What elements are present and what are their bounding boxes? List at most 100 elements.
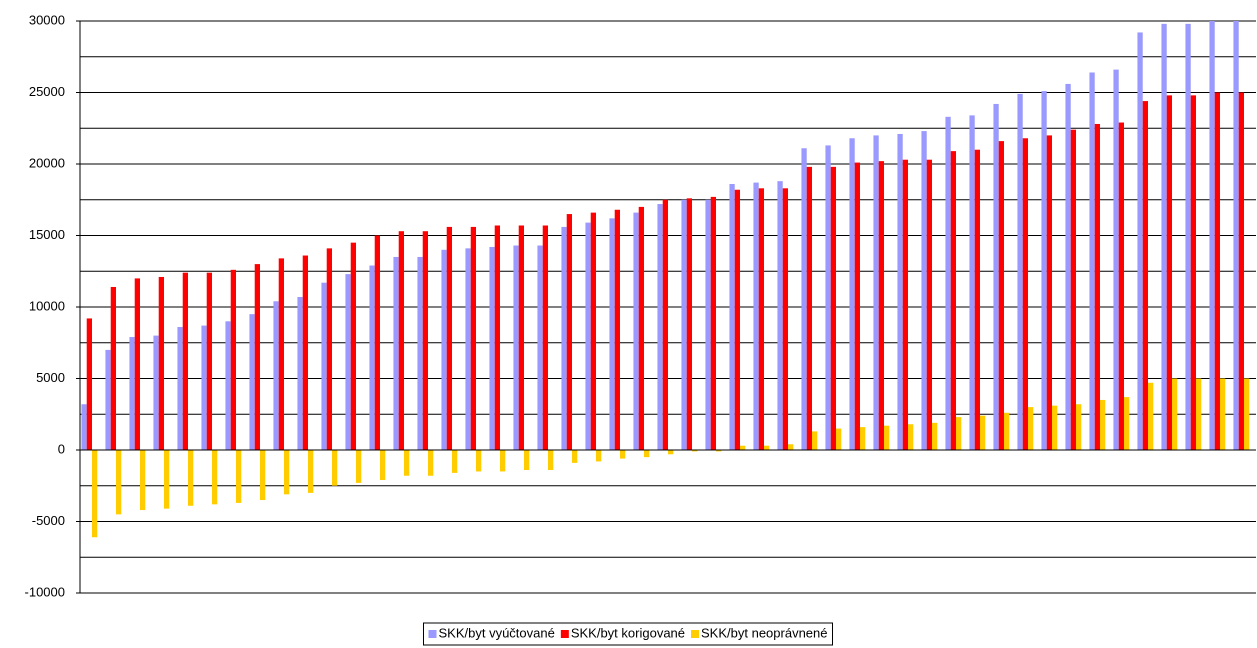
bar bbox=[705, 199, 711, 450]
bar bbox=[926, 159, 932, 450]
bar bbox=[561, 226, 567, 450]
bar bbox=[428, 450, 434, 476]
bar bbox=[812, 431, 818, 450]
bar bbox=[806, 166, 812, 451]
bar bbox=[1148, 382, 1154, 450]
bar bbox=[524, 450, 530, 471]
bar bbox=[236, 450, 242, 503]
bar bbox=[393, 256, 399, 450]
bar bbox=[921, 131, 927, 451]
bar bbox=[81, 404, 87, 450]
bar bbox=[297, 296, 303, 450]
bar bbox=[801, 148, 807, 450]
bar bbox=[188, 450, 194, 506]
bar bbox=[1028, 407, 1034, 450]
bar bbox=[873, 135, 879, 450]
bar bbox=[614, 209, 620, 450]
bar bbox=[1041, 91, 1047, 450]
bar bbox=[998, 141, 1004, 450]
bar bbox=[1113, 69, 1119, 451]
bar bbox=[1161, 23, 1167, 451]
bar bbox=[1118, 122, 1124, 450]
bar bbox=[596, 450, 602, 462]
legend-label: SKK/byt korigované bbox=[571, 625, 685, 640]
bar bbox=[884, 425, 890, 450]
bar bbox=[980, 415, 986, 450]
bar bbox=[489, 246, 495, 450]
bar bbox=[494, 225, 500, 450]
y-tick-label: 10000 bbox=[29, 298, 65, 313]
bar bbox=[657, 204, 663, 450]
bar bbox=[518, 225, 524, 450]
bar bbox=[764, 445, 770, 450]
bar bbox=[1233, 21, 1239, 450]
bar bbox=[740, 445, 746, 450]
bar bbox=[897, 133, 903, 450]
bar bbox=[537, 245, 543, 450]
y-tick-label: 0 bbox=[58, 441, 65, 456]
y-tick-label: 15000 bbox=[29, 227, 65, 242]
bar bbox=[692, 450, 698, 452]
bar bbox=[1209, 21, 1215, 450]
bar bbox=[638, 206, 644, 450]
bar bbox=[788, 444, 794, 450]
bar bbox=[633, 212, 639, 450]
bar bbox=[398, 231, 404, 450]
bar bbox=[1137, 32, 1143, 450]
bar bbox=[513, 245, 519, 450]
bar bbox=[158, 276, 164, 450]
bar bbox=[500, 450, 506, 472]
bar bbox=[230, 269, 236, 450]
bar bbox=[609, 218, 615, 450]
bar bbox=[422, 231, 428, 450]
bar bbox=[1124, 397, 1130, 450]
legend-swatch bbox=[691, 630, 700, 638]
bar bbox=[1046, 135, 1052, 450]
bar bbox=[849, 138, 855, 450]
bar bbox=[825, 145, 831, 450]
bar bbox=[590, 212, 596, 450]
legend-box bbox=[422, 622, 834, 646]
bar bbox=[225, 321, 231, 450]
bar bbox=[1052, 405, 1058, 450]
y-tick-label: 5000 bbox=[36, 370, 65, 385]
bar bbox=[1172, 378, 1178, 450]
bar bbox=[1190, 95, 1196, 451]
bar bbox=[950, 151, 956, 450]
bar bbox=[374, 235, 380, 450]
bar bbox=[254, 264, 260, 450]
bar bbox=[734, 189, 740, 451]
bar bbox=[878, 161, 884, 450]
bar bbox=[1238, 92, 1244, 450]
bar bbox=[153, 335, 159, 450]
bar bbox=[446, 226, 452, 450]
bar bbox=[369, 265, 375, 450]
bar bbox=[201, 325, 207, 450]
bar bbox=[1196, 378, 1202, 450]
bar bbox=[1089, 72, 1095, 450]
bar bbox=[1094, 123, 1100, 451]
bar bbox=[1142, 101, 1148, 450]
bar bbox=[129, 337, 135, 450]
legend-label: SKK/byt vyúčtované bbox=[438, 625, 554, 640]
bar bbox=[260, 450, 266, 501]
bar bbox=[830, 166, 836, 451]
legend-label: SKK/byt neoprávnené bbox=[701, 625, 827, 640]
bar bbox=[1070, 129, 1076, 450]
bar bbox=[92, 450, 98, 538]
legend-swatch bbox=[560, 630, 569, 638]
bar bbox=[134, 278, 140, 450]
bar bbox=[644, 450, 650, 458]
bar bbox=[836, 428, 842, 450]
bar bbox=[140, 450, 146, 511]
y-tick-label: 25000 bbox=[29, 84, 65, 99]
y-tick-label: -5000 bbox=[32, 513, 65, 528]
bar bbox=[572, 450, 578, 463]
bar bbox=[993, 103, 999, 450]
bar bbox=[1185, 23, 1191, 451]
bar bbox=[182, 272, 188, 450]
bar bbox=[969, 115, 975, 450]
bar bbox=[177, 327, 183, 450]
bar bbox=[164, 450, 170, 509]
